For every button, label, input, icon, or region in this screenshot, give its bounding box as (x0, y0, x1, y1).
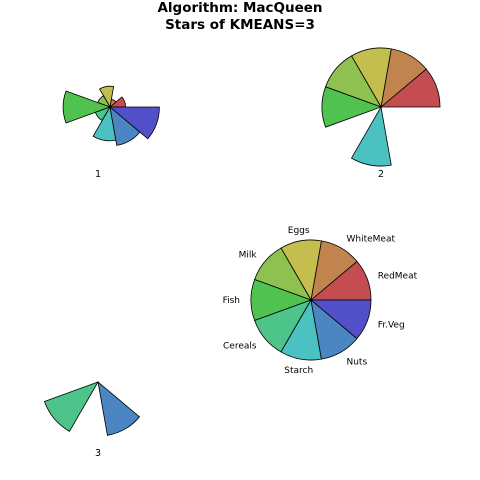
chart-subtitle: Stars of KMEANS=3 (165, 17, 315, 33)
segment-eggs (99, 85, 115, 109)
star-cluster-3: 3 (43, 380, 141, 459)
key-label-redmeat: RedMeat (378, 272, 418, 282)
key-label-nuts: Nuts (347, 358, 368, 368)
chart-title: Algorithm: MacQueen (157, 0, 322, 16)
key-star: RedMeat WhiteMeat Eggs Milk Fish Cereals Starc… (223, 226, 418, 376)
cluster-label: 3 (95, 448, 101, 459)
key-label-fr-veg: Fr.Veg (378, 320, 405, 330)
star-cluster-1: 1 (62, 85, 160, 180)
key-label-fish: Fish (223, 296, 240, 306)
star-cluster-2: 2 (321, 47, 441, 180)
segment-nuts (97, 380, 141, 436)
segment-starch (350, 105, 392, 167)
key-label-whitemeat: WhiteMeat (347, 235, 396, 245)
key-label-starch: Starch (284, 366, 313, 376)
key-label-eggs: Eggs (288, 226, 310, 236)
segment-cereals (43, 381, 99, 432)
cluster-label: 2 (378, 169, 384, 180)
segment-fr-veg (108, 106, 160, 140)
key-label-milk: Milk (239, 250, 258, 260)
segment-fish (62, 90, 112, 124)
cluster-label: 1 (95, 169, 101, 180)
segment-fish (321, 86, 383, 128)
key-segment-fr-veg (309, 299, 372, 340)
key-label-cereals: Cereals (223, 342, 257, 352)
stars-group: 1 2 3 (43, 47, 441, 459)
